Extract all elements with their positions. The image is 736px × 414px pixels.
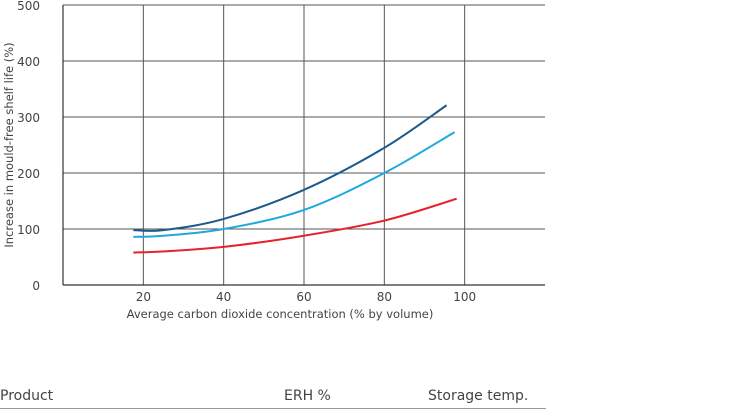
y-tick-label: 300 xyxy=(17,111,40,125)
table-header-product: Product xyxy=(0,388,54,404)
x-tick-label: 100 xyxy=(453,290,476,304)
y-axis-label: Increase in mould-free shelf life (%) xyxy=(2,42,16,247)
series-line-3 xyxy=(133,197,457,254)
y-tick-label: 200 xyxy=(17,167,40,181)
x-tick-label: 80 xyxy=(377,290,392,304)
y-tick-label: 100 xyxy=(17,223,40,237)
series-line-1 xyxy=(133,104,448,232)
x-axis-label: Average carbon dioxide concentration (% … xyxy=(127,307,434,321)
y-tick-label: 0 xyxy=(32,279,40,293)
y-tick-label: 500 xyxy=(17,0,40,13)
table-header-storage-temp: Storage temp. xyxy=(428,388,529,404)
x-tick-label: 20 xyxy=(136,290,151,304)
table-divider xyxy=(0,408,546,409)
x-tick-label: 40 xyxy=(216,290,231,304)
x-tick-label: 60 xyxy=(296,290,311,304)
table-header-erh: ERH % xyxy=(284,388,331,404)
series-line-2 xyxy=(133,131,456,238)
y-tick-label: 400 xyxy=(17,55,40,69)
